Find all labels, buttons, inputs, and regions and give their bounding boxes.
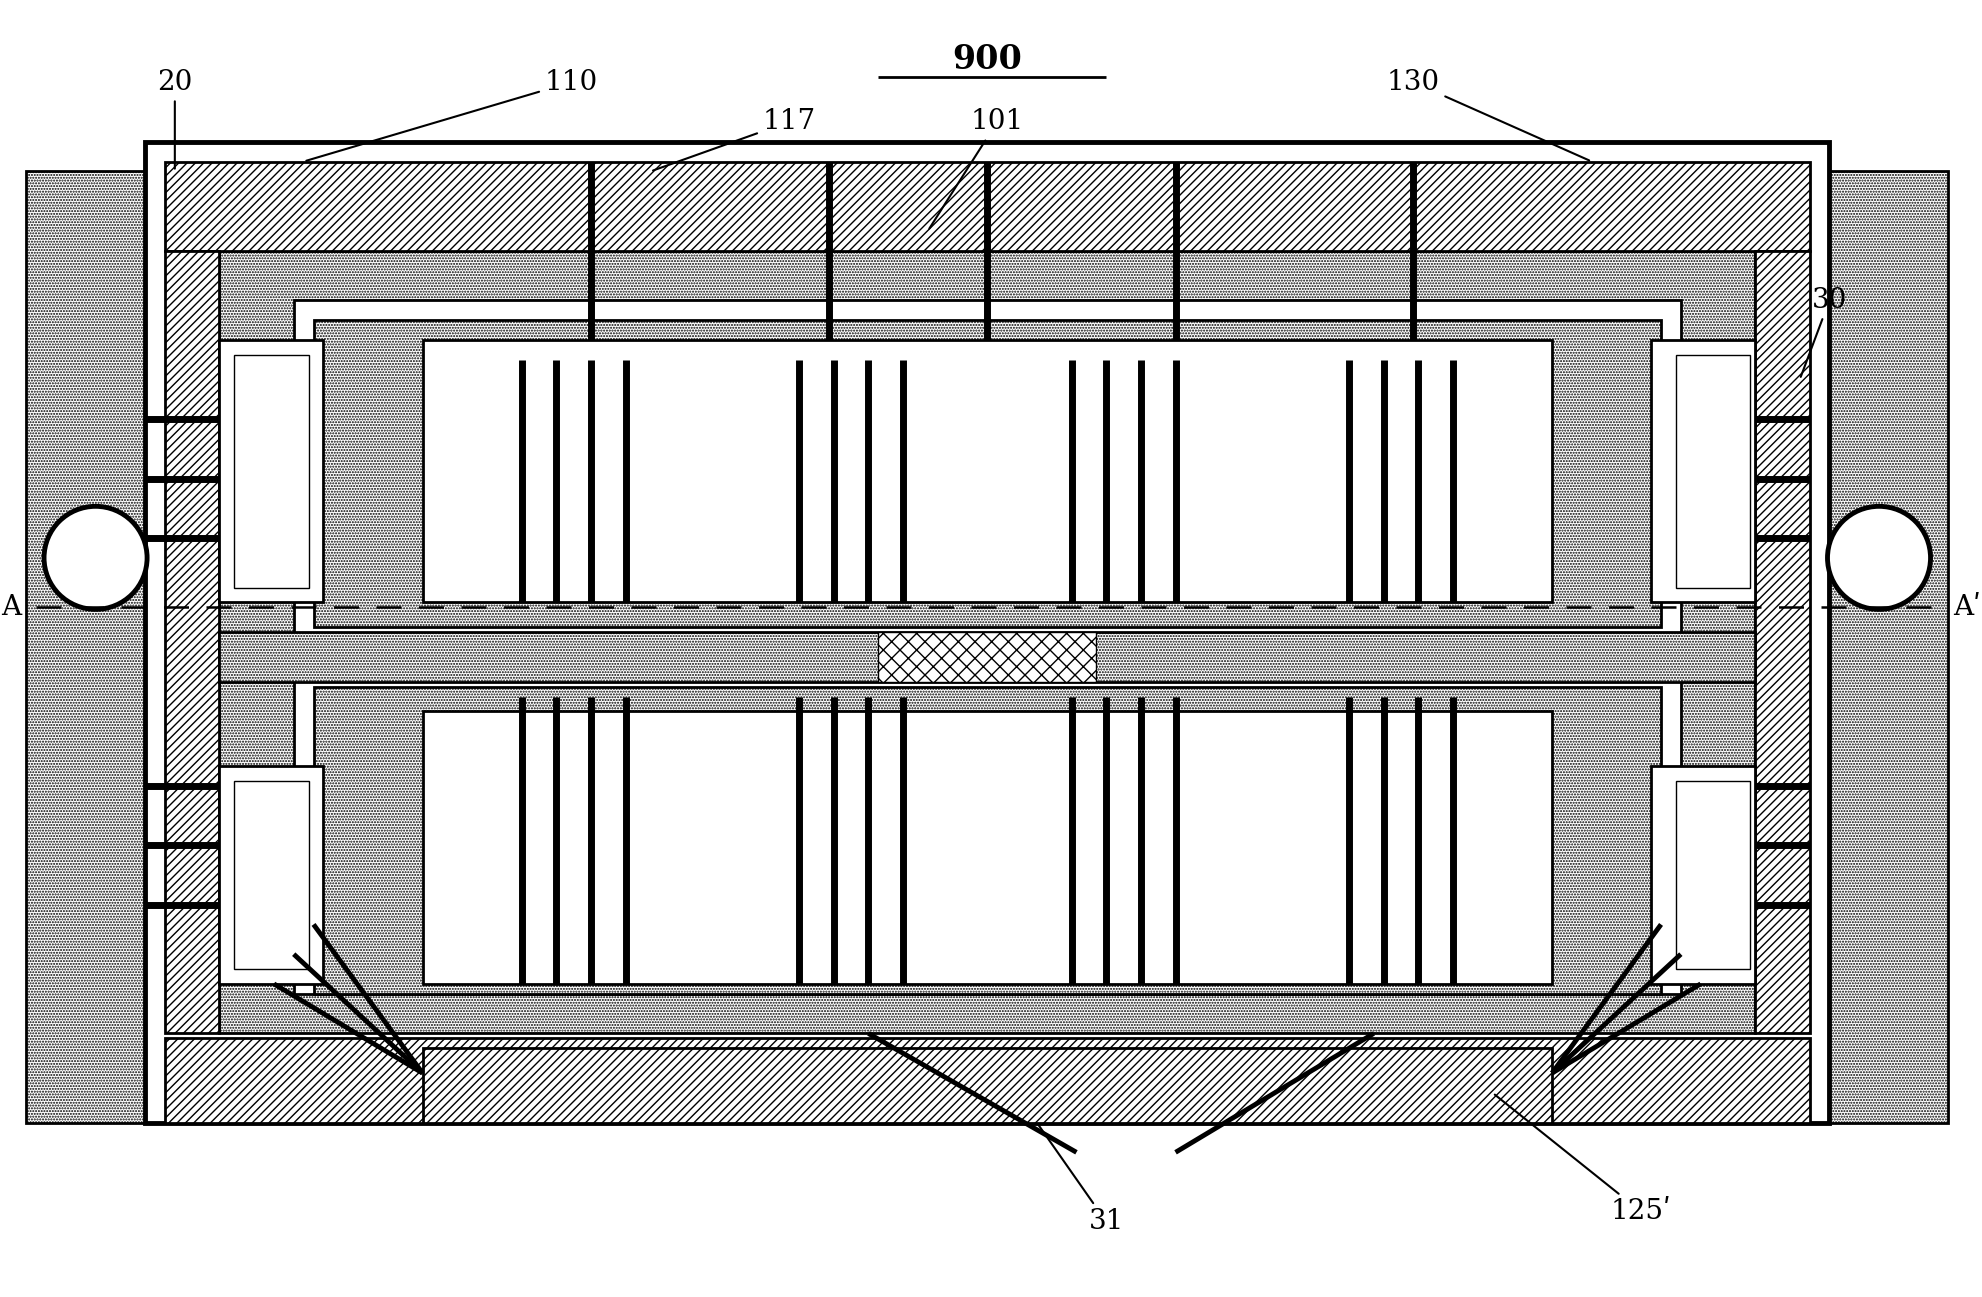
Bar <box>165 250 220 1034</box>
Bar <box>1651 340 1754 602</box>
Circle shape <box>1827 506 1930 610</box>
Bar <box>145 141 1829 1123</box>
Bar <box>313 686 1661 994</box>
Text: 20: 20 <box>157 69 192 169</box>
Text: 117: 117 <box>652 109 815 170</box>
Bar <box>165 162 1810 250</box>
Bar <box>1675 354 1750 588</box>
Bar <box>234 354 309 588</box>
Bar <box>220 632 1754 682</box>
Text: 900: 900 <box>951 43 1021 75</box>
Text: 110: 110 <box>305 69 597 161</box>
Bar <box>422 340 1552 602</box>
Bar <box>234 781 309 969</box>
Text: 101: 101 <box>930 109 1023 228</box>
Bar <box>313 320 1661 628</box>
Bar <box>220 340 323 602</box>
Bar <box>1651 767 1754 984</box>
Text: 31: 31 <box>1039 1124 1124 1235</box>
Text: 125ʹ: 125ʹ <box>1494 1095 1671 1226</box>
Bar <box>422 712 1552 984</box>
Bar <box>220 767 323 984</box>
Text: A: A <box>2 594 22 621</box>
Bar <box>1675 781 1750 969</box>
Text: 30: 30 <box>1800 287 1847 377</box>
Text: 130: 130 <box>1385 69 1588 161</box>
Bar <box>293 300 1681 994</box>
Text: Aʹ: Aʹ <box>1952 594 1980 621</box>
Circle shape <box>44 506 147 610</box>
Bar <box>1754 250 1810 1034</box>
Bar <box>1810 171 1948 1123</box>
Bar <box>878 632 1096 682</box>
Bar <box>26 171 165 1123</box>
Bar <box>165 1039 1810 1123</box>
Bar <box>220 250 1754 1034</box>
Bar <box>422 1048 1552 1123</box>
